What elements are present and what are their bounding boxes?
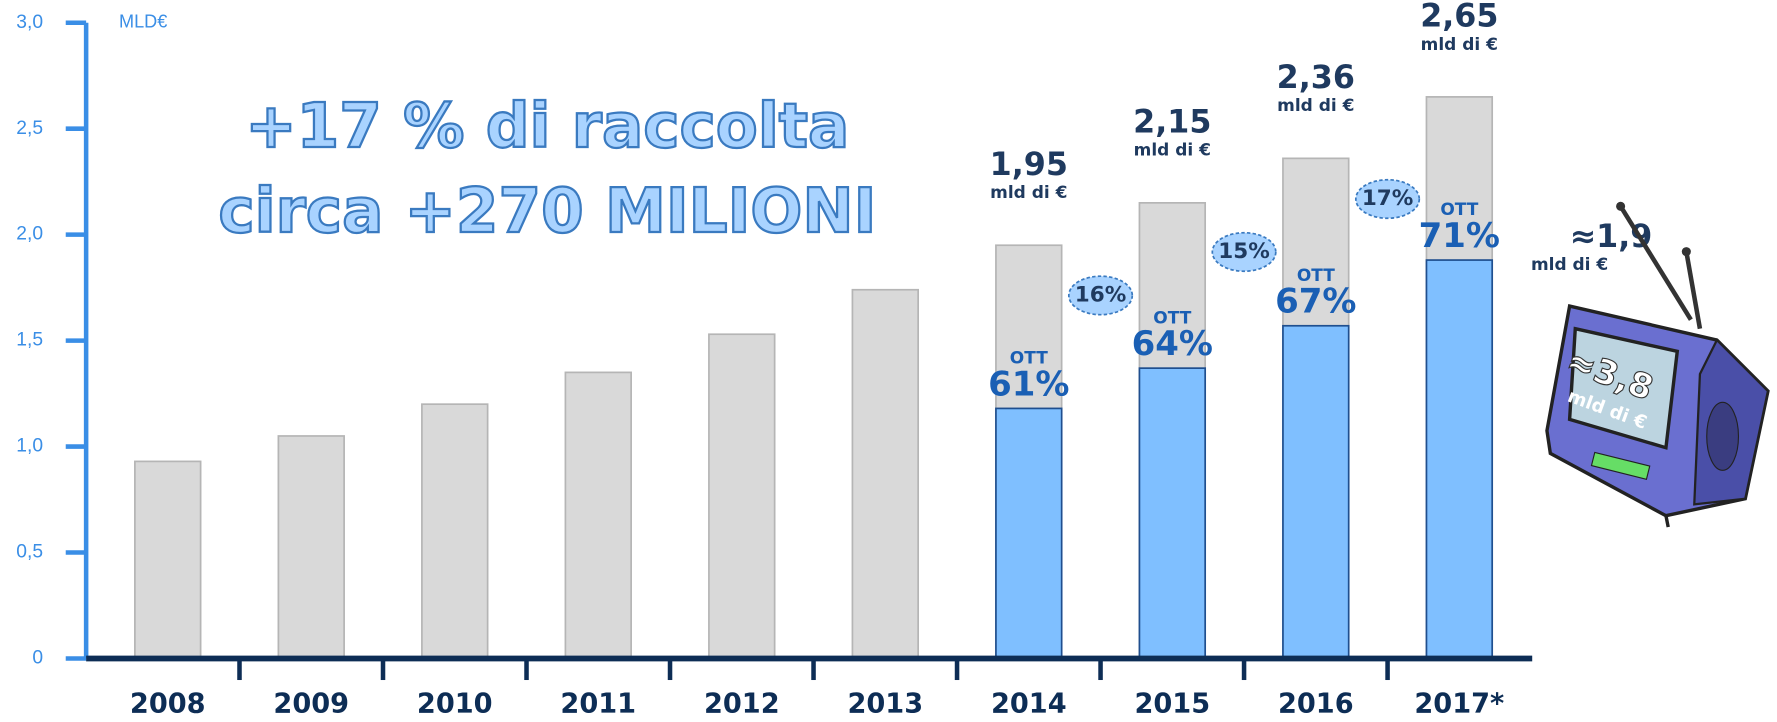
bar [1282,324,1350,660]
x-tick-label: 2008 [130,688,206,719]
bar [708,333,776,660]
x-tick-label: 2010 [417,688,493,719]
ott-share: 71% [1419,216,1500,256]
growth-label: 17% [1362,186,1414,211]
total-unit: mld di € [1421,35,1498,55]
bar [851,288,920,660]
total-label: 1,95 [990,147,1068,183]
y-axis-label: MLD€ [119,12,167,32]
total-label: 2,15 [1133,105,1211,141]
growth-label: 15% [1218,239,1269,264]
bar [1138,367,1207,660]
x-tick-label: 2017* [1414,688,1504,719]
bar [134,460,202,660]
growth-bubble [1067,275,1134,316]
x-tick-label: 2015 [1134,688,1210,719]
growth-bubble [1211,231,1277,273]
ott-share: 61% [988,364,1069,404]
x-tick-label: 2009 [273,688,349,719]
ott-share: 64% [1132,324,1213,364]
y-tick-label: 2,5 [16,118,43,139]
bar [277,435,345,660]
y-tick-label: 1,5 [16,330,43,351]
ott-name: OTT [1153,308,1191,328]
total-label: 2,65 [1420,0,1498,35]
x-tick-label: 2012 [704,688,780,719]
x-tick-label: 2011 [560,688,636,719]
total-unit: mld di € [990,183,1067,203]
tv [1545,201,1770,528]
side-unit: mld di € [1531,255,1608,275]
total-label: 2,36 [1277,60,1355,96]
y-tick-label: 1,0 [16,436,43,457]
x-tick-label: 2013 [847,688,923,719]
y-tick-label: 2,0 [16,224,43,245]
headline: +17 % di raccolta [245,91,849,162]
growth-label: 16% [1075,282,1127,307]
bar [1425,259,1494,660]
ott-name: OTT [1297,266,1335,286]
headline: circa +270 MILIONI [218,176,876,247]
x-tick-label: 2014 [991,688,1067,719]
y-tick-label: 0 [32,648,43,669]
bar [564,371,632,660]
ott-share: 67% [1275,282,1356,322]
bar [995,407,1063,660]
total-unit: mld di € [1134,141,1211,161]
growth-bubble [1354,178,1421,220]
y-tick-label: 0,5 [16,542,43,563]
ott-name: OTT [1010,349,1048,369]
x-tick-label: 2016 [1278,688,1354,719]
bar [421,403,489,660]
y-tick-label: 3,0 [16,12,43,33]
total-unit: mld di € [1277,96,1354,116]
ott-name: OTT [1440,200,1478,220]
